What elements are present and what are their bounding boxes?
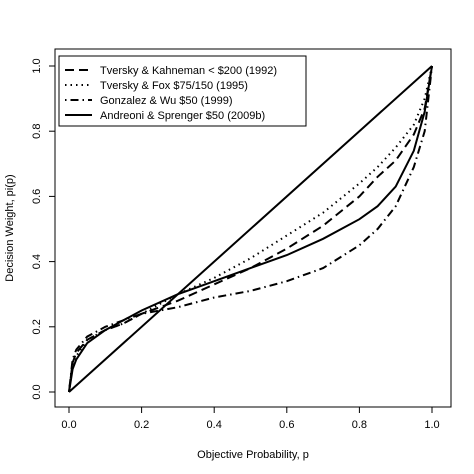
- y-tick-label: 0.0: [31, 384, 43, 399]
- x-tick-label: 0.2: [134, 419, 149, 431]
- x-tick-label: 0.6: [279, 419, 294, 431]
- legend-entry: Andreoni & Sprenger $50 (2009b): [100, 110, 265, 122]
- x-tick-label: 1.0: [424, 419, 439, 431]
- series-line-4: [68, 65, 433, 393]
- y-tick-label: 0.4: [31, 254, 43, 269]
- legend-entry: Tversky & Fox $75/150 (1995): [100, 80, 248, 92]
- x-tick-label: 0.0: [61, 419, 76, 431]
- series-line-0: [68, 65, 433, 393]
- y-tick-label: 0.2: [31, 319, 43, 334]
- x-axis: 0.0 0.2 0.4 0.6 0.8 1.0: [61, 407, 440, 431]
- series-line-1: [68, 65, 433, 393]
- legend: Tversky & Kahneman < $200 (1992) Tversky …: [58, 55, 307, 127]
- y-tick-label: 0.6: [31, 189, 43, 204]
- y-tick-label: 1.0: [31, 58, 43, 73]
- y-axis-title: Decision Weight, pi(p): [4, 174, 16, 281]
- x-tick-label: 0.4: [207, 419, 222, 431]
- legend-entry: Tversky & Kahneman < $200 (1992): [100, 65, 277, 77]
- y-tick-label: 0.8: [31, 124, 43, 139]
- x-axis-title: Objective Probability, p: [197, 449, 309, 461]
- series-layer: [68, 65, 433, 393]
- legend-entry: Gonzalez & Wu $50 (1999): [100, 95, 232, 107]
- series-line-3: [68, 65, 433, 393]
- legend-box: [58, 55, 307, 127]
- x-tick-label: 0.8: [352, 419, 367, 431]
- plot-frame: [54, 48, 452, 408]
- y-axis: 0.0 0.2 0.4 0.6 0.8 1.0: [31, 58, 55, 400]
